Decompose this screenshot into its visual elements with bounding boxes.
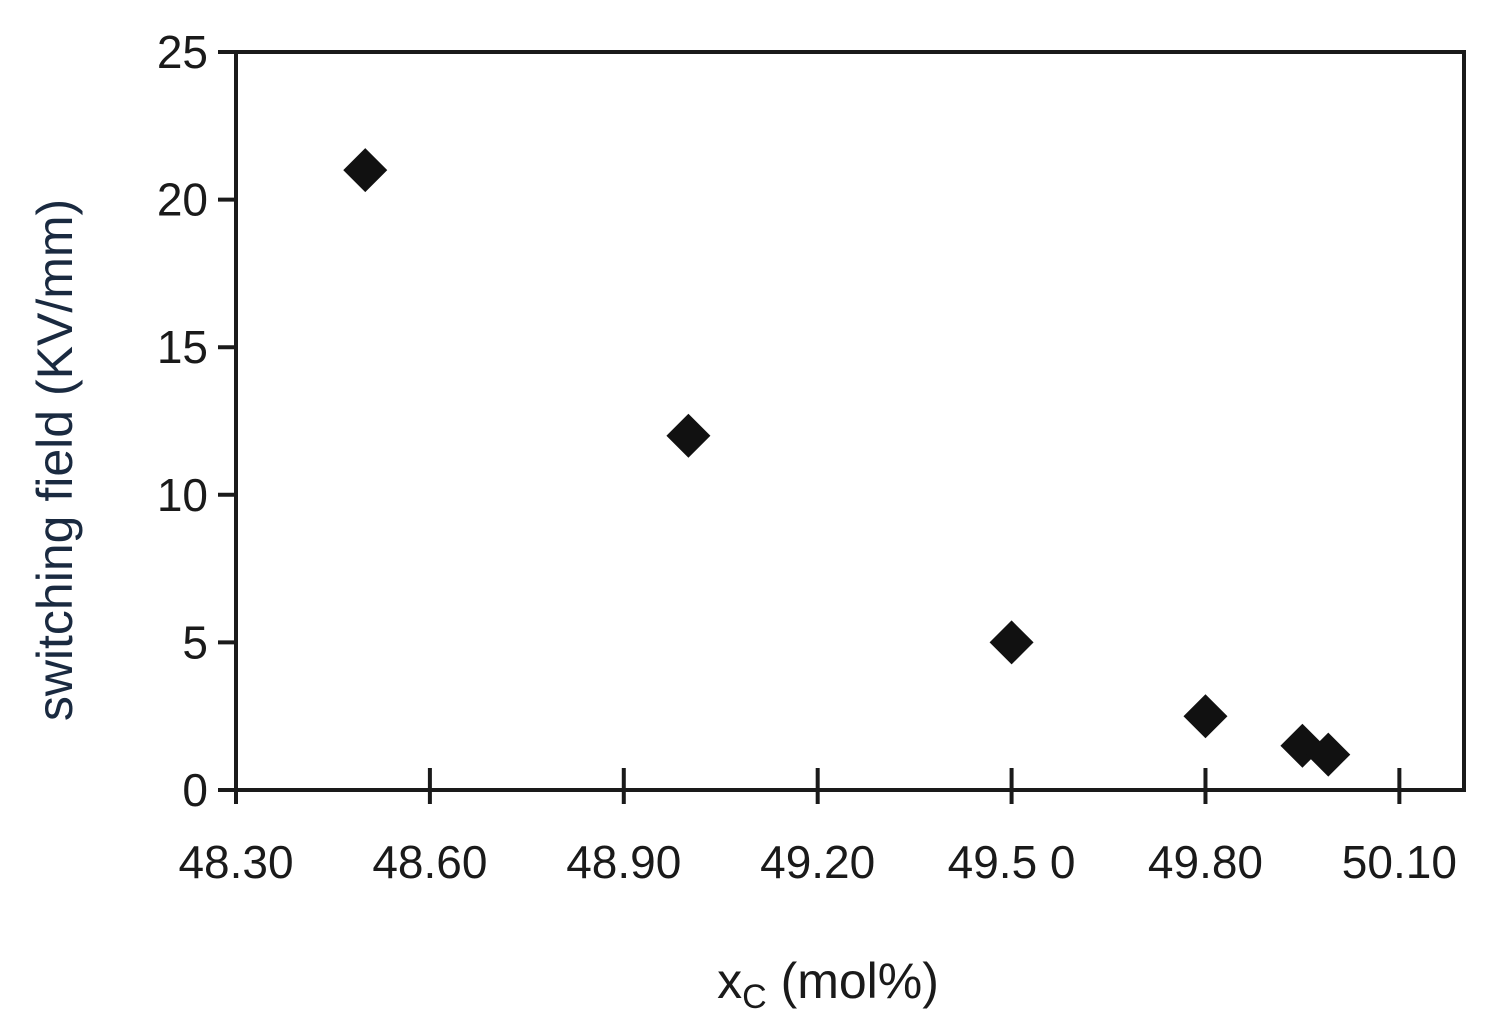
data-point-diamond [666,413,711,458]
data-points [343,148,1351,777]
x-axis-title: xC (mol%) [717,953,939,1016]
x-axis-title-subscript: C [742,978,767,1016]
plot-frame [234,50,1466,792]
x-axis: 48.30 48.60 48.90 49.20 49.5 0 49.80 50.10 [178,768,1457,888]
x-tick-label: 48.30 [178,836,293,888]
data-point-diamond [343,148,388,193]
y-axis-title: switching field (KV/mm) [27,199,83,721]
data-point-diamond [1183,694,1228,739]
y-tick-label: 15 [157,321,208,373]
data-point-diamond [989,620,1034,665]
y-tick-label: 25 [157,26,208,78]
x-tick-label: 50.10 [1342,836,1457,888]
x-axis-title-main: x [717,953,742,1009]
x-axis-title-suffix: (mol%) [767,953,939,1009]
y-tick-label: 20 [157,174,208,226]
data-point-diamond [1306,732,1351,777]
y-tick-label: 5 [182,616,208,668]
x-tick-label: 48.90 [566,836,681,888]
y-tick-label: 0 [182,764,208,816]
y-tick-label: 10 [157,469,208,521]
y-axis: 0 5 10 15 20 25 [157,26,236,816]
x-tick-label: 48.60 [372,836,487,888]
x-tick-label: 49.5 0 [948,836,1076,888]
x-tick-label: 49.80 [1148,836,1263,888]
x-tick-label: 49.20 [760,836,875,888]
